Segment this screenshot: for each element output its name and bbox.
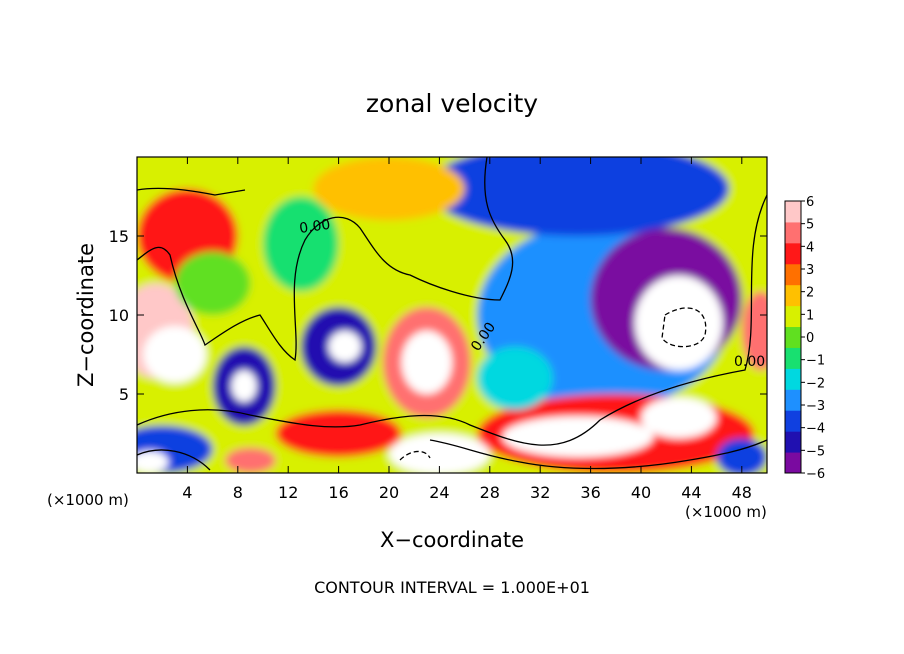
field-region bbox=[263, 196, 339, 292]
colorbar-tick-label: −4 bbox=[806, 422, 825, 437]
x-unit-right: (×1000 m) bbox=[685, 503, 767, 521]
colorbar-swatch bbox=[785, 284, 801, 307]
x-tick-label: 8 bbox=[233, 483, 243, 502]
contour-line bbox=[137, 449, 211, 471]
x-tick-label: 4 bbox=[182, 483, 192, 502]
field-region bbox=[275, 409, 402, 458]
colorbar-tick-label: 0 bbox=[806, 331, 814, 346]
y-tick-label: 10 bbox=[109, 306, 129, 325]
x-axis: 4 8 12 16 20 24 28 32 36 40 44 48 bbox=[182, 157, 752, 502]
y-tick-label: 5 bbox=[119, 385, 129, 404]
colorbar-tick-label: 4 bbox=[806, 240, 814, 255]
field-region bbox=[426, 157, 730, 236]
colorbar-tick-label: 6 bbox=[806, 195, 814, 210]
x-unit-left: (×1000 m) bbox=[47, 491, 129, 509]
colorbar-swatch bbox=[785, 221, 801, 244]
x-tick-label: 28 bbox=[480, 483, 500, 502]
colorbar-tick-label: 3 bbox=[806, 263, 814, 278]
colorbar-swatch bbox=[785, 242, 801, 265]
field-region bbox=[716, 438, 767, 473]
colorbar-tick-label: −2 bbox=[806, 376, 825, 391]
field-region bbox=[137, 450, 169, 473]
y-axis: 5 10 15 bbox=[109, 227, 767, 404]
field-region bbox=[225, 447, 276, 473]
colorbar-swatch bbox=[785, 201, 801, 223]
colorbar: 6 5 4 3 2 1 0 −1 −2 −3 −4 −5 −6 bbox=[784, 195, 825, 482]
colorbar-tick-label: −6 bbox=[806, 467, 825, 482]
colorbar-swatch bbox=[785, 389, 801, 411]
contour-interval-note: CONTOUR INTERVAL = 1.000E+01 bbox=[314, 578, 590, 597]
contour-line bbox=[137, 187, 246, 196]
colorbar-tick-label: 1 bbox=[806, 308, 814, 323]
y-tick-label: 15 bbox=[109, 227, 129, 246]
colorbar-swatch bbox=[785, 326, 801, 348]
field-region bbox=[231, 370, 257, 402]
contour-label: 0.00 bbox=[298, 217, 331, 237]
contour-label: 0.00 bbox=[734, 354, 765, 370]
field-region bbox=[313, 157, 465, 221]
field-region bbox=[641, 397, 717, 439]
velocity-field bbox=[137, 157, 767, 473]
colorbar-tick-label: 5 bbox=[806, 218, 814, 233]
field-region bbox=[634, 275, 723, 371]
field-region bbox=[389, 433, 490, 473]
field-region bbox=[477, 346, 553, 410]
x-tick-label: 20 bbox=[379, 483, 399, 502]
x-tick-label: 24 bbox=[429, 483, 449, 502]
contour-line bbox=[429, 439, 767, 470]
colorbar-swatch bbox=[785, 368, 801, 390]
colorbar-swatch bbox=[785, 263, 801, 286]
colorbar-swatch bbox=[785, 452, 801, 474]
colorbar-tick-label: −1 bbox=[806, 354, 825, 369]
y-axis-label: Z−coordinate bbox=[74, 243, 98, 387]
field-region bbox=[174, 251, 251, 315]
colorbar-tick-label: 2 bbox=[806, 286, 814, 301]
plot-area bbox=[137, 157, 767, 473]
colorbar-swatch bbox=[785, 305, 801, 328]
chart-title: zonal velocity bbox=[366, 89, 538, 118]
field-region bbox=[143, 326, 207, 383]
x-tick-label: 36 bbox=[580, 483, 600, 502]
x-tick-label: 12 bbox=[278, 483, 298, 502]
x-axis-label: X−coordinate bbox=[380, 528, 524, 552]
x-tick-label: 32 bbox=[530, 483, 550, 502]
colorbar-tick-label: −3 bbox=[806, 399, 825, 414]
x-tick-label: 44 bbox=[681, 483, 701, 502]
colorbar-swatch bbox=[785, 410, 801, 432]
field-region bbox=[401, 330, 452, 394]
x-tick-label: 40 bbox=[631, 483, 651, 502]
zero-contours bbox=[137, 157, 767, 471]
field-region bbox=[328, 330, 362, 363]
contour-line bbox=[137, 194, 767, 446]
colorbar-swatch bbox=[785, 431, 801, 453]
colorbar-swatch bbox=[785, 347, 801, 369]
x-tick-label: 48 bbox=[732, 483, 752, 502]
contour-line bbox=[399, 450, 431, 461]
x-tick-label: 16 bbox=[328, 483, 348, 502]
colorbar-tick-label: −5 bbox=[806, 444, 825, 459]
contour-line bbox=[137, 157, 514, 362]
field-region bbox=[741, 291, 767, 371]
